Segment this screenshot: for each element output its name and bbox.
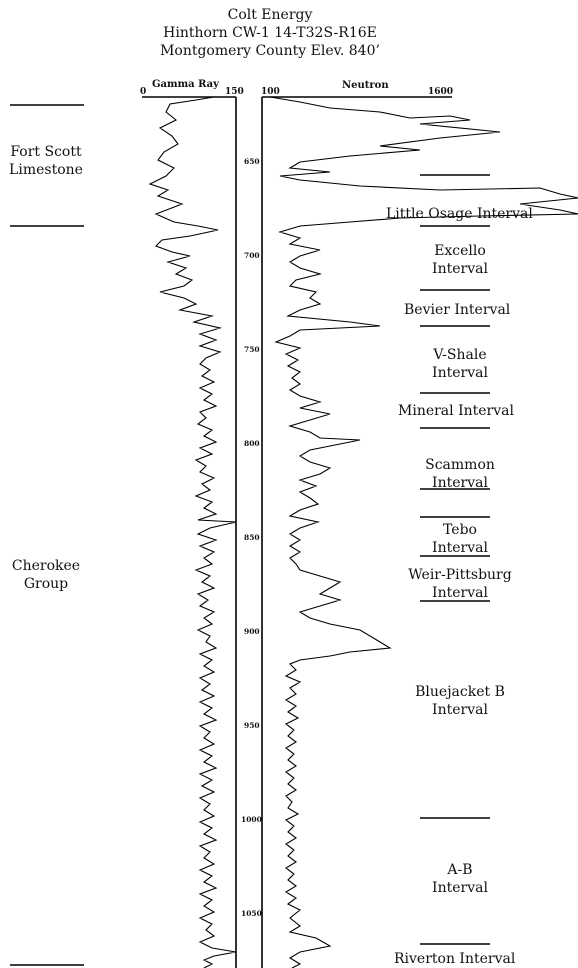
header-company: Colt Energy (227, 7, 313, 23)
header-well: Hinthorn CW-1 14-T32S-R16E (163, 25, 377, 41)
depth-tick-950: 950 (244, 721, 260, 730)
gamma-ray-label: Gamma Ray (152, 79, 219, 90)
gamma-ray-curve (148, 96, 237, 968)
neutron-curve (269, 96, 578, 968)
depth-tick-650: 650 (244, 157, 260, 166)
header-county: Montgomery County Elev. 840’ (160, 43, 380, 59)
depth-tick-900: 900 (244, 627, 260, 636)
interval-bevier: Bevier Interval (404, 302, 511, 318)
depth-tick-750: 750 (244, 345, 260, 354)
gamma-max-label: 150 (225, 87, 244, 97)
interval-v-shale: V-Shale Interval (432, 347, 488, 381)
group-fort-scott: Fort Scott Limestone (9, 144, 83, 178)
neutron-max-label: 1600 (428, 87, 454, 97)
group-cherokee: Cherokee Group (11, 558, 81, 592)
gamma-min-label: 0 (140, 87, 147, 97)
depth-tick-800: 800 (244, 439, 260, 448)
interval-tebo: Tebo Interval (432, 522, 488, 556)
interval-weir-pittsburg: Weir-Pittsburg Interval (408, 567, 512, 601)
depth-tick-700: 700 (244, 251, 260, 260)
interval-mineral: Mineral Interval (398, 403, 514, 419)
interval-a-b: A-B Interval (432, 862, 488, 896)
neutron-min-label: 100 (261, 87, 280, 97)
interval-little-osage: Little Osage Interval (386, 206, 533, 222)
depth-tick-1000: 1000 (241, 815, 262, 824)
interval-scammon: Scammon Interval (425, 457, 495, 491)
neutron-label: Neutron (342, 80, 389, 91)
depth-tick-1050: 1050 (241, 909, 262, 918)
interval-riverton: Riverton Interval (394, 951, 516, 967)
depth-tick-850: 850 (244, 533, 260, 542)
interval-bluejacket-b: Bluejacket B Interval (415, 684, 505, 718)
interval-excello: Excello Interval (432, 243, 488, 277)
